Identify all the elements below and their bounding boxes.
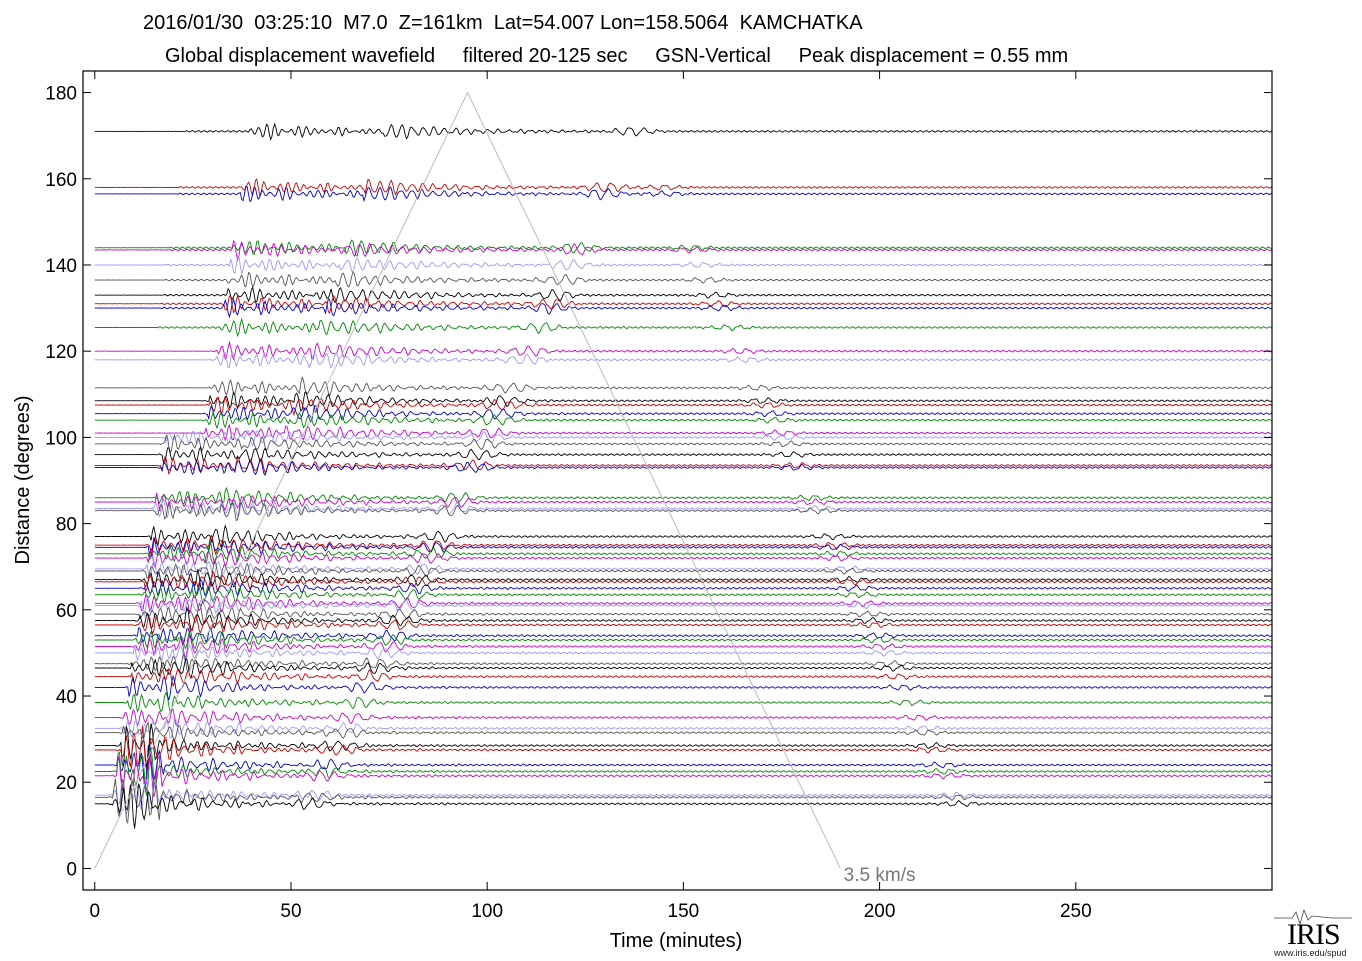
seismic-trace bbox=[94, 586, 1273, 605]
x-tick-label: 250 bbox=[1060, 901, 1092, 922]
reference-velocity-line bbox=[94, 91, 841, 869]
x-tick-label: 0 bbox=[89, 901, 100, 922]
seismic-trace bbox=[94, 178, 1273, 197]
seismic-trace bbox=[94, 423, 1272, 442]
y-axis-label: Distance (degrees) bbox=[12, 396, 34, 565]
seismic-trace bbox=[94, 239, 1272, 257]
x-tick-label: 200 bbox=[864, 901, 896, 922]
seismic-trace bbox=[94, 294, 1272, 314]
seismic-trace bbox=[94, 744, 1273, 785]
y-tick-label: 140 bbox=[45, 256, 77, 277]
plot-frame bbox=[82, 70, 1273, 891]
seismic-trace bbox=[94, 708, 1273, 728]
seismic-trace bbox=[94, 404, 1273, 423]
seismic-trace bbox=[94, 429, 1273, 447]
seismic-trace bbox=[94, 255, 1273, 275]
logo-url: www.iris.edu/spud bbox=[1274, 948, 1347, 958]
seismic-trace bbox=[94, 122, 1273, 141]
seismic-trace bbox=[94, 773, 1273, 825]
seismic-trace bbox=[94, 755, 1272, 798]
seismic-trace bbox=[94, 778, 1273, 815]
seismic-trace bbox=[94, 499, 1273, 522]
seismic-trace bbox=[94, 446, 1272, 464]
y-tick-label: 20 bbox=[56, 773, 77, 794]
iris-logo-icon bbox=[1274, 908, 1352, 926]
y-tick-label: 120 bbox=[45, 342, 77, 363]
seismic-trace bbox=[94, 541, 1273, 565]
seismic-trace bbox=[94, 185, 1273, 203]
seismic-trace bbox=[94, 548, 1273, 569]
y-tick-label: 60 bbox=[56, 601, 77, 622]
seismic-trace bbox=[94, 390, 1273, 412]
x-tick-label: 100 bbox=[471, 901, 503, 922]
seismic-trace bbox=[94, 615, 1272, 636]
seismic-trace bbox=[94, 723, 1272, 770]
y-tick-label: 100 bbox=[45, 428, 77, 449]
seismic-trace bbox=[94, 486, 1273, 507]
seismic-trace bbox=[94, 652, 1272, 675]
seismic-trace bbox=[94, 375, 1272, 397]
seismic-trace bbox=[94, 578, 1272, 598]
x-tick-label: 150 bbox=[668, 901, 700, 922]
seismic-trace bbox=[94, 718, 1273, 739]
y-tick-label: 160 bbox=[45, 170, 77, 191]
seismic-trace bbox=[94, 594, 1272, 615]
seismic-trace bbox=[94, 634, 1272, 660]
seismic-trace bbox=[94, 286, 1272, 304]
seismic-trace bbox=[94, 629, 1272, 650]
seismic-trace bbox=[94, 492, 1273, 513]
seismic-trace bbox=[94, 498, 1272, 519]
seismic-trace bbox=[94, 558, 1273, 579]
seismic-trace bbox=[94, 725, 1272, 772]
x-axis: 0 50 100 150 200 250 bbox=[89, 71, 1092, 922]
seismic-trace bbox=[94, 783, 1273, 829]
seismic-trace bbox=[94, 410, 1273, 430]
chart-title: 2016/01/30 03:25:10 M7.0 Z=161km Lat=54.… bbox=[143, 12, 863, 34]
seismic-trace bbox=[94, 534, 1272, 556]
seismic-trace bbox=[94, 350, 1273, 369]
y-tick-label: 0 bbox=[66, 859, 77, 880]
seismic-trace bbox=[94, 239, 1273, 262]
seismic-trace bbox=[94, 297, 1272, 319]
seismic-trace bbox=[94, 721, 1272, 746]
seismic-trace bbox=[94, 340, 1273, 361]
seismic-trace bbox=[94, 395, 1273, 417]
x-axis-label: Time (minutes) bbox=[610, 930, 743, 952]
seismic-trace bbox=[94, 658, 1272, 680]
seismic-trace bbox=[94, 602, 1273, 624]
seismic-trace bbox=[94, 605, 1273, 631]
seismic-trace bbox=[94, 569, 1273, 592]
seismic-trace bbox=[94, 747, 1272, 797]
seismic-trace bbox=[94, 458, 1272, 477]
seismic-trace bbox=[94, 271, 1273, 289]
seismic-trace bbox=[94, 433, 1273, 455]
y-axis: 0 20 40 60 80 100 120 140 160 180 bbox=[45, 84, 1272, 880]
x-tick-label: 50 bbox=[280, 901, 301, 922]
seismic-trace bbox=[94, 570, 1273, 593]
seismic-trace bbox=[94, 594, 1272, 618]
seismic-trace bbox=[94, 644, 1272, 663]
seismic-trace bbox=[94, 317, 1273, 338]
y-tick-label: 80 bbox=[56, 515, 77, 536]
chart-subtitle: Global displacement wavefield filtered 2… bbox=[165, 45, 1069, 67]
logo-text: IRIS bbox=[1287, 918, 1341, 951]
trace-group bbox=[94, 122, 1273, 829]
seismic-trace bbox=[94, 691, 1273, 714]
seismic-trace bbox=[94, 536, 1272, 558]
y-tick-label: 180 bbox=[45, 84, 77, 105]
y-tick-label: 40 bbox=[56, 687, 77, 708]
seismic-trace bbox=[94, 524, 1273, 549]
velocity-annotation: 3.5 km/s bbox=[844, 865, 916, 886]
seismic-trace bbox=[94, 625, 1273, 646]
seismic-trace bbox=[94, 674, 1272, 701]
seismic-trace bbox=[94, 667, 1272, 688]
seismic-trace bbox=[94, 561, 1273, 581]
